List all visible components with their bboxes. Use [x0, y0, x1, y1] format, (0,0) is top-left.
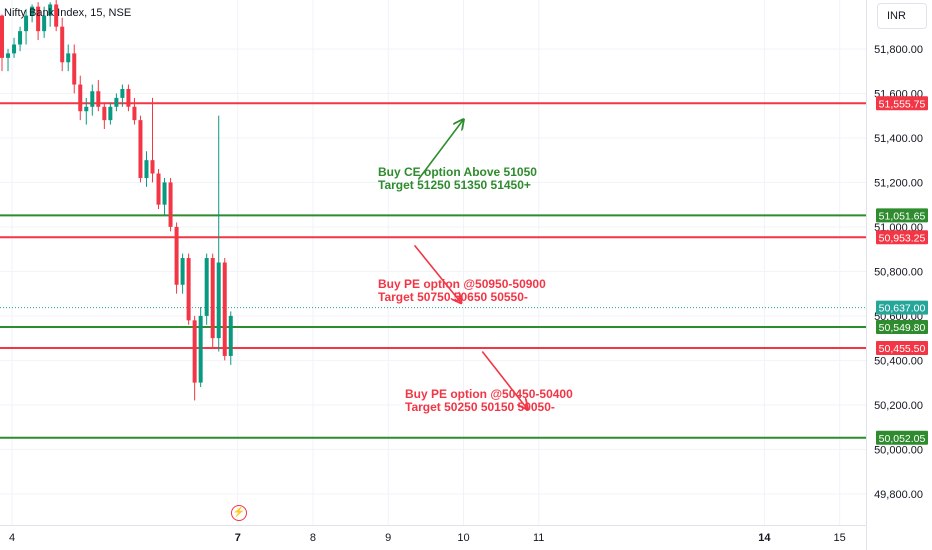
- candle-body: [114, 97, 119, 107]
- time-tick-label: 4: [9, 532, 15, 544]
- candle-body: [42, 15, 47, 32]
- annotation-line: Buy PE option @50450-50400: [405, 387, 573, 401]
- time-tick-label: 8: [310, 532, 316, 544]
- last-price-badge-bg: [876, 300, 928, 315]
- price-tick-label: 50,000.00: [874, 444, 923, 456]
- time-tick-label: 11: [533, 532, 544, 544]
- trend-arrows[interactable]: [413, 119, 528, 409]
- level-badge-bg: [876, 430, 928, 445]
- currency-button[interactable]: INR: [877, 3, 927, 29]
- candlestick-series: [0, 0, 233, 401]
- trend-arrow-red[interactable]: [413, 244, 462, 303]
- candle-body: [18, 31, 23, 45]
- candle-body: [156, 173, 161, 205]
- price-tick-label: 50,200.00: [874, 400, 923, 412]
- candle-body: [84, 106, 89, 112]
- price-tick-label: 51,200.00: [874, 177, 923, 189]
- candle-body: [96, 91, 101, 107]
- time-tick-label: 9: [385, 532, 391, 544]
- level-badge-bg: [876, 230, 928, 245]
- candle-body: [228, 315, 233, 356]
- price-tick-label: 51,400.00: [874, 133, 923, 145]
- candle-body: [126, 88, 131, 107]
- level-badge: 51,555.75: [879, 98, 926, 110]
- horizontal-levels[interactable]: [0, 102, 866, 439]
- annotation-line: Target 50750 50650 50550-: [378, 290, 528, 304]
- candle-body: [210, 258, 215, 339]
- annotation-line: Buy PE option @50950-50900: [378, 277, 546, 291]
- candle-body: [54, 4, 59, 27]
- candle-body: [6, 53, 11, 58]
- time-tick-label: 14: [758, 532, 771, 544]
- candle-body: [222, 262, 227, 356]
- candle-body: [72, 53, 77, 85]
- candle-body: [216, 262, 221, 339]
- trend-arrow-green[interactable]: [417, 119, 463, 181]
- candle-body: [0, 15, 4, 58]
- annotation-pe-buy-lower[interactable]: Buy PE option @50450-50400 Target 50250 …: [405, 388, 573, 414]
- last-price-badge: 50,637.00: [879, 303, 926, 315]
- level-badge-bg: [876, 208, 928, 223]
- candle-body: [150, 160, 155, 174]
- time-tick-label: 7: [235, 532, 241, 544]
- annotation-line: Target 51250 51350 51450+: [378, 178, 531, 192]
- time-tick-label: 15: [834, 532, 846, 544]
- candle-body: [24, 15, 29, 32]
- level-badge: 51,051.65: [879, 210, 926, 222]
- candle-body: [180, 258, 185, 285]
- candle-body: [102, 106, 107, 121]
- level-badge: 50,953.25: [879, 232, 926, 244]
- candle-body: [78, 84, 83, 112]
- price-tick-label: 50,400.00: [874, 355, 923, 367]
- level-badge: 50,455.50: [879, 343, 926, 355]
- candle-body: [168, 182, 173, 227]
- level-badge-bg: [876, 96, 928, 111]
- level-badge: 50,549.80: [879, 322, 926, 334]
- annotation-pe-buy-upper[interactable]: Buy PE option @50950-50900 Target 50750 …: [378, 278, 546, 304]
- level-badge-bg: [876, 341, 928, 356]
- price-tick-label: 50,800.00: [874, 266, 923, 278]
- candle-body: [60, 26, 65, 63]
- trend-arrow-red[interactable]: [481, 350, 527, 409]
- time-tick-label: 10: [457, 532, 469, 544]
- level-badge: 50,052.05: [879, 433, 926, 445]
- candle-body: [108, 106, 113, 121]
- price-axis[interactable]: 49,800.00 50,000.00 50,200.00 50,400.00 50,6…: [866, 0, 929, 550]
- candle-body: [120, 88, 125, 98]
- candle-body: [132, 106, 137, 121]
- grid-layer: [0, 0, 866, 525]
- candle-body: [12, 44, 17, 54]
- candle-body: [138, 120, 143, 178]
- annotation-ce-buy[interactable]: Buy CE option Above 51050 Target 51250 5…: [378, 166, 537, 192]
- annotation-line: Target 50250 50150 50050-: [405, 400, 555, 414]
- candle-body: [186, 258, 191, 321]
- candle-body: [174, 226, 179, 285]
- candle-body: [204, 258, 209, 316]
- candle-body: [90, 91, 95, 107]
- annotation-line: Buy CE option Above 51050: [378, 165, 537, 179]
- candle-body: [162, 182, 167, 205]
- price-tick-label: 51,800.00: [874, 44, 923, 56]
- candle-body: [36, 6, 41, 32]
- flash-icon[interactable]: ⚡: [231, 505, 247, 521]
- chart-title: Nifty Bank Index, 15, NSE: [4, 7, 132, 19]
- candle-body: [66, 53, 71, 63]
- time-axis[interactable]: 4 7 8 9 10 11 14 15: [0, 525, 866, 545]
- candle-body: [192, 320, 197, 383]
- candle-body: [198, 315, 203, 383]
- candle-body: [144, 160, 149, 178]
- candle-body: [30, 6, 35, 16]
- price-tick-label: 49,800.00: [874, 489, 923, 501]
- candle-body: [48, 4, 53, 16]
- level-badge-bg: [876, 320, 928, 335]
